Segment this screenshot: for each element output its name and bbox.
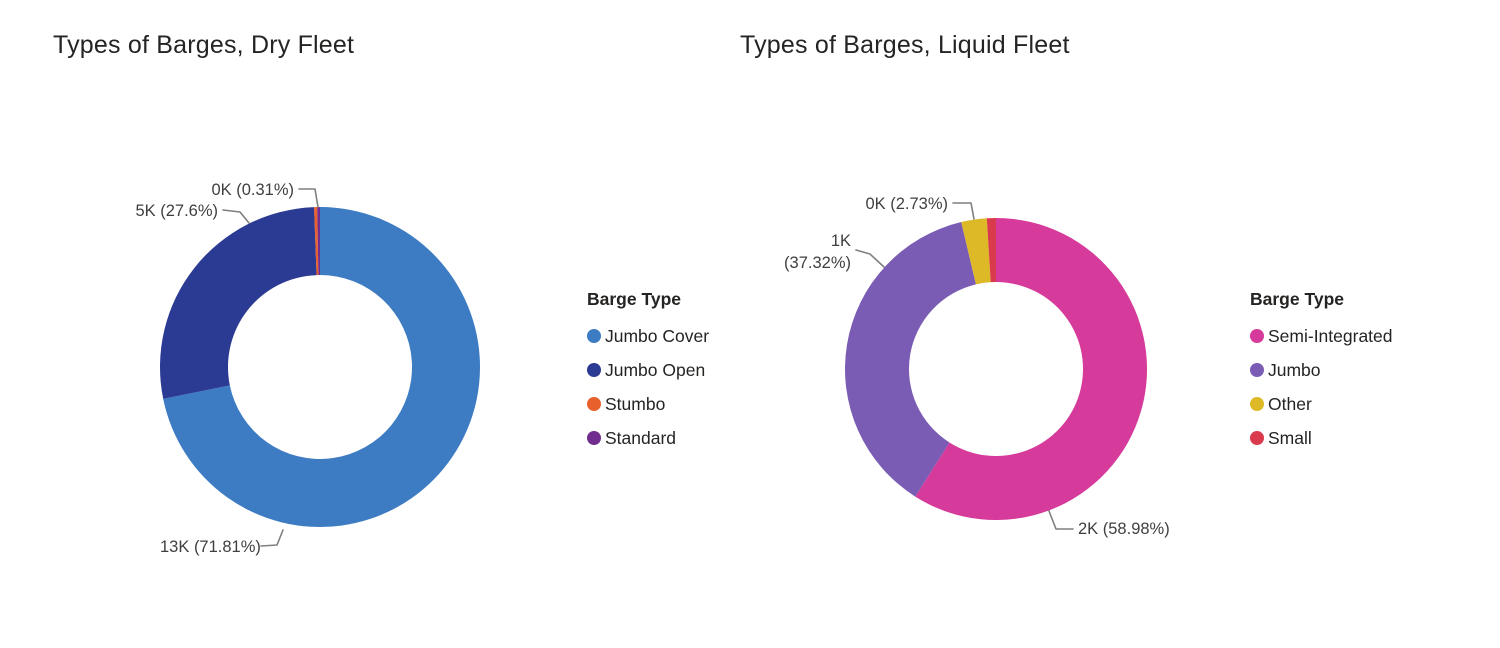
legend-items: Jumbo Cover Jumbo Open Stumbo Standard [587,319,709,455]
legend-dry-fleet: Barge Type Jumbo Cover Jumbo Open Stumbo St… [587,289,709,455]
legend-item-standard[interactable]: Standard [587,421,709,455]
legend-swatch-icon [1250,329,1264,343]
data-labels: 0K (0.31%) 5K (27.6%) 13K (71.81%) 0K (2… [135,181,1169,556]
dry-fleet-donut [160,207,481,527]
legend-swatch-icon [1250,363,1264,377]
legend-item-jumbo-cover[interactable]: Jumbo Cover [587,319,709,353]
legend-item-label: Small [1268,428,1312,448]
donut-slice-stumbo[interactable] [314,207,319,276]
data-label-jumbo-open: 5K (27.6%) [135,202,218,220]
legend-item-label: Stumbo [605,394,666,414]
data-label-stumbo: 0K (0.31%) [211,181,294,199]
legend-item-label: Jumbo Cover [605,326,710,346]
leader-stumbo [298,188,319,208]
legend-item-jumbo-open[interactable]: Jumbo Open [587,353,709,387]
donut-slice-standard[interactable] [317,207,320,276]
donut-slice-semi-integrated[interactable] [915,218,1148,521]
legend-item-label: Other [1268,394,1312,414]
chart-title-dry-fleet: Types of Barges, Dry Fleet [53,31,355,59]
leader-other [952,202,975,220]
legend-items: Semi-Integrated Jumbo Other Small [1250,319,1393,455]
data-label-semi-integrated: 2K (58.98%) [1078,520,1170,538]
legend-item-jumbo[interactable]: Jumbo [1250,353,1393,387]
legend-item-label: Jumbo Open [605,360,706,380]
legend-item-other[interactable]: Other [1250,387,1393,421]
legend-item-label: Standard [605,428,677,448]
donut-slice-jumbo[interactable] [844,222,976,497]
leader-lines [222,188,1074,547]
leader-jumbo-open [222,209,250,224]
legend-title: Barge Type [1250,289,1345,309]
chart-title-liquid-fleet: Types of Barges, Liquid Fleet [740,31,1070,59]
donut-slice-jumbo-open[interactable] [160,207,317,399]
data-label-jumbo-line1: 1K [831,232,851,250]
leader-jumbo-cover [260,529,284,547]
liquid-fleet-donut [844,218,1148,521]
legend-item-label: Semi-Integrated [1268,326,1393,346]
legend-liquid-fleet: Barge Type Semi-Integrated Jumbo Other Smal… [1250,289,1393,455]
legend-swatch-icon [587,329,601,343]
legend-swatch-icon [1250,431,1264,445]
legend-item-small[interactable]: Small [1250,421,1393,455]
legend-title: Barge Type [587,289,682,309]
donut-slice-other[interactable] [961,218,991,285]
legend-item-label: Jumbo [1268,360,1321,380]
data-label-jumbo-cover: 13K (71.81%) [160,538,261,556]
donut-slice-jumbo-cover[interactable] [163,207,481,527]
legend-swatch-icon [587,363,601,377]
donut-slice-small[interactable] [986,218,996,283]
legend-swatch-icon [587,397,601,411]
legend-item-stumbo[interactable]: Stumbo [587,387,709,421]
leader-semi-integrated [1048,510,1074,530]
data-label-jumbo-line2: (37.32%) [784,254,851,272]
legend-swatch-icon [1250,397,1264,411]
legend-item-semi-integrated[interactable]: Semi-Integrated [1250,319,1393,353]
leader-jumbo [855,249,885,268]
legend-swatch-icon [587,431,601,445]
data-label-other: 0K (2.73%) [865,195,948,213]
